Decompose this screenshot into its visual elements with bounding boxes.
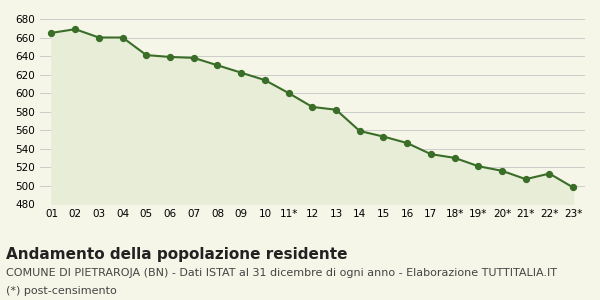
Point	[497, 168, 507, 173]
Point	[47, 31, 56, 35]
Text: (*) post-censimento: (*) post-censimento	[6, 286, 117, 296]
Point	[260, 78, 269, 82]
Point	[118, 35, 127, 40]
Point	[426, 152, 436, 157]
Point	[189, 56, 199, 60]
Point	[212, 63, 222, 68]
Text: COMUNE DI PIETRAROJA (BN) - Dati ISTAT al 31 dicembre di ogni anno - Elaborazion: COMUNE DI PIETRAROJA (BN) - Dati ISTAT a…	[6, 268, 557, 278]
Point	[331, 107, 341, 112]
Point	[568, 185, 578, 190]
Point	[94, 35, 104, 40]
Point	[473, 164, 483, 169]
Text: Andamento della popolazione residente: Andamento della popolazione residente	[6, 248, 347, 262]
Point	[521, 177, 530, 182]
Point	[142, 53, 151, 58]
Point	[308, 104, 317, 109]
Point	[70, 27, 80, 32]
Point	[403, 141, 412, 146]
Point	[379, 134, 388, 139]
Point	[165, 55, 175, 59]
Point	[284, 91, 293, 95]
Point	[355, 129, 365, 134]
Point	[236, 70, 246, 75]
Point	[450, 155, 460, 160]
Point	[545, 171, 554, 176]
